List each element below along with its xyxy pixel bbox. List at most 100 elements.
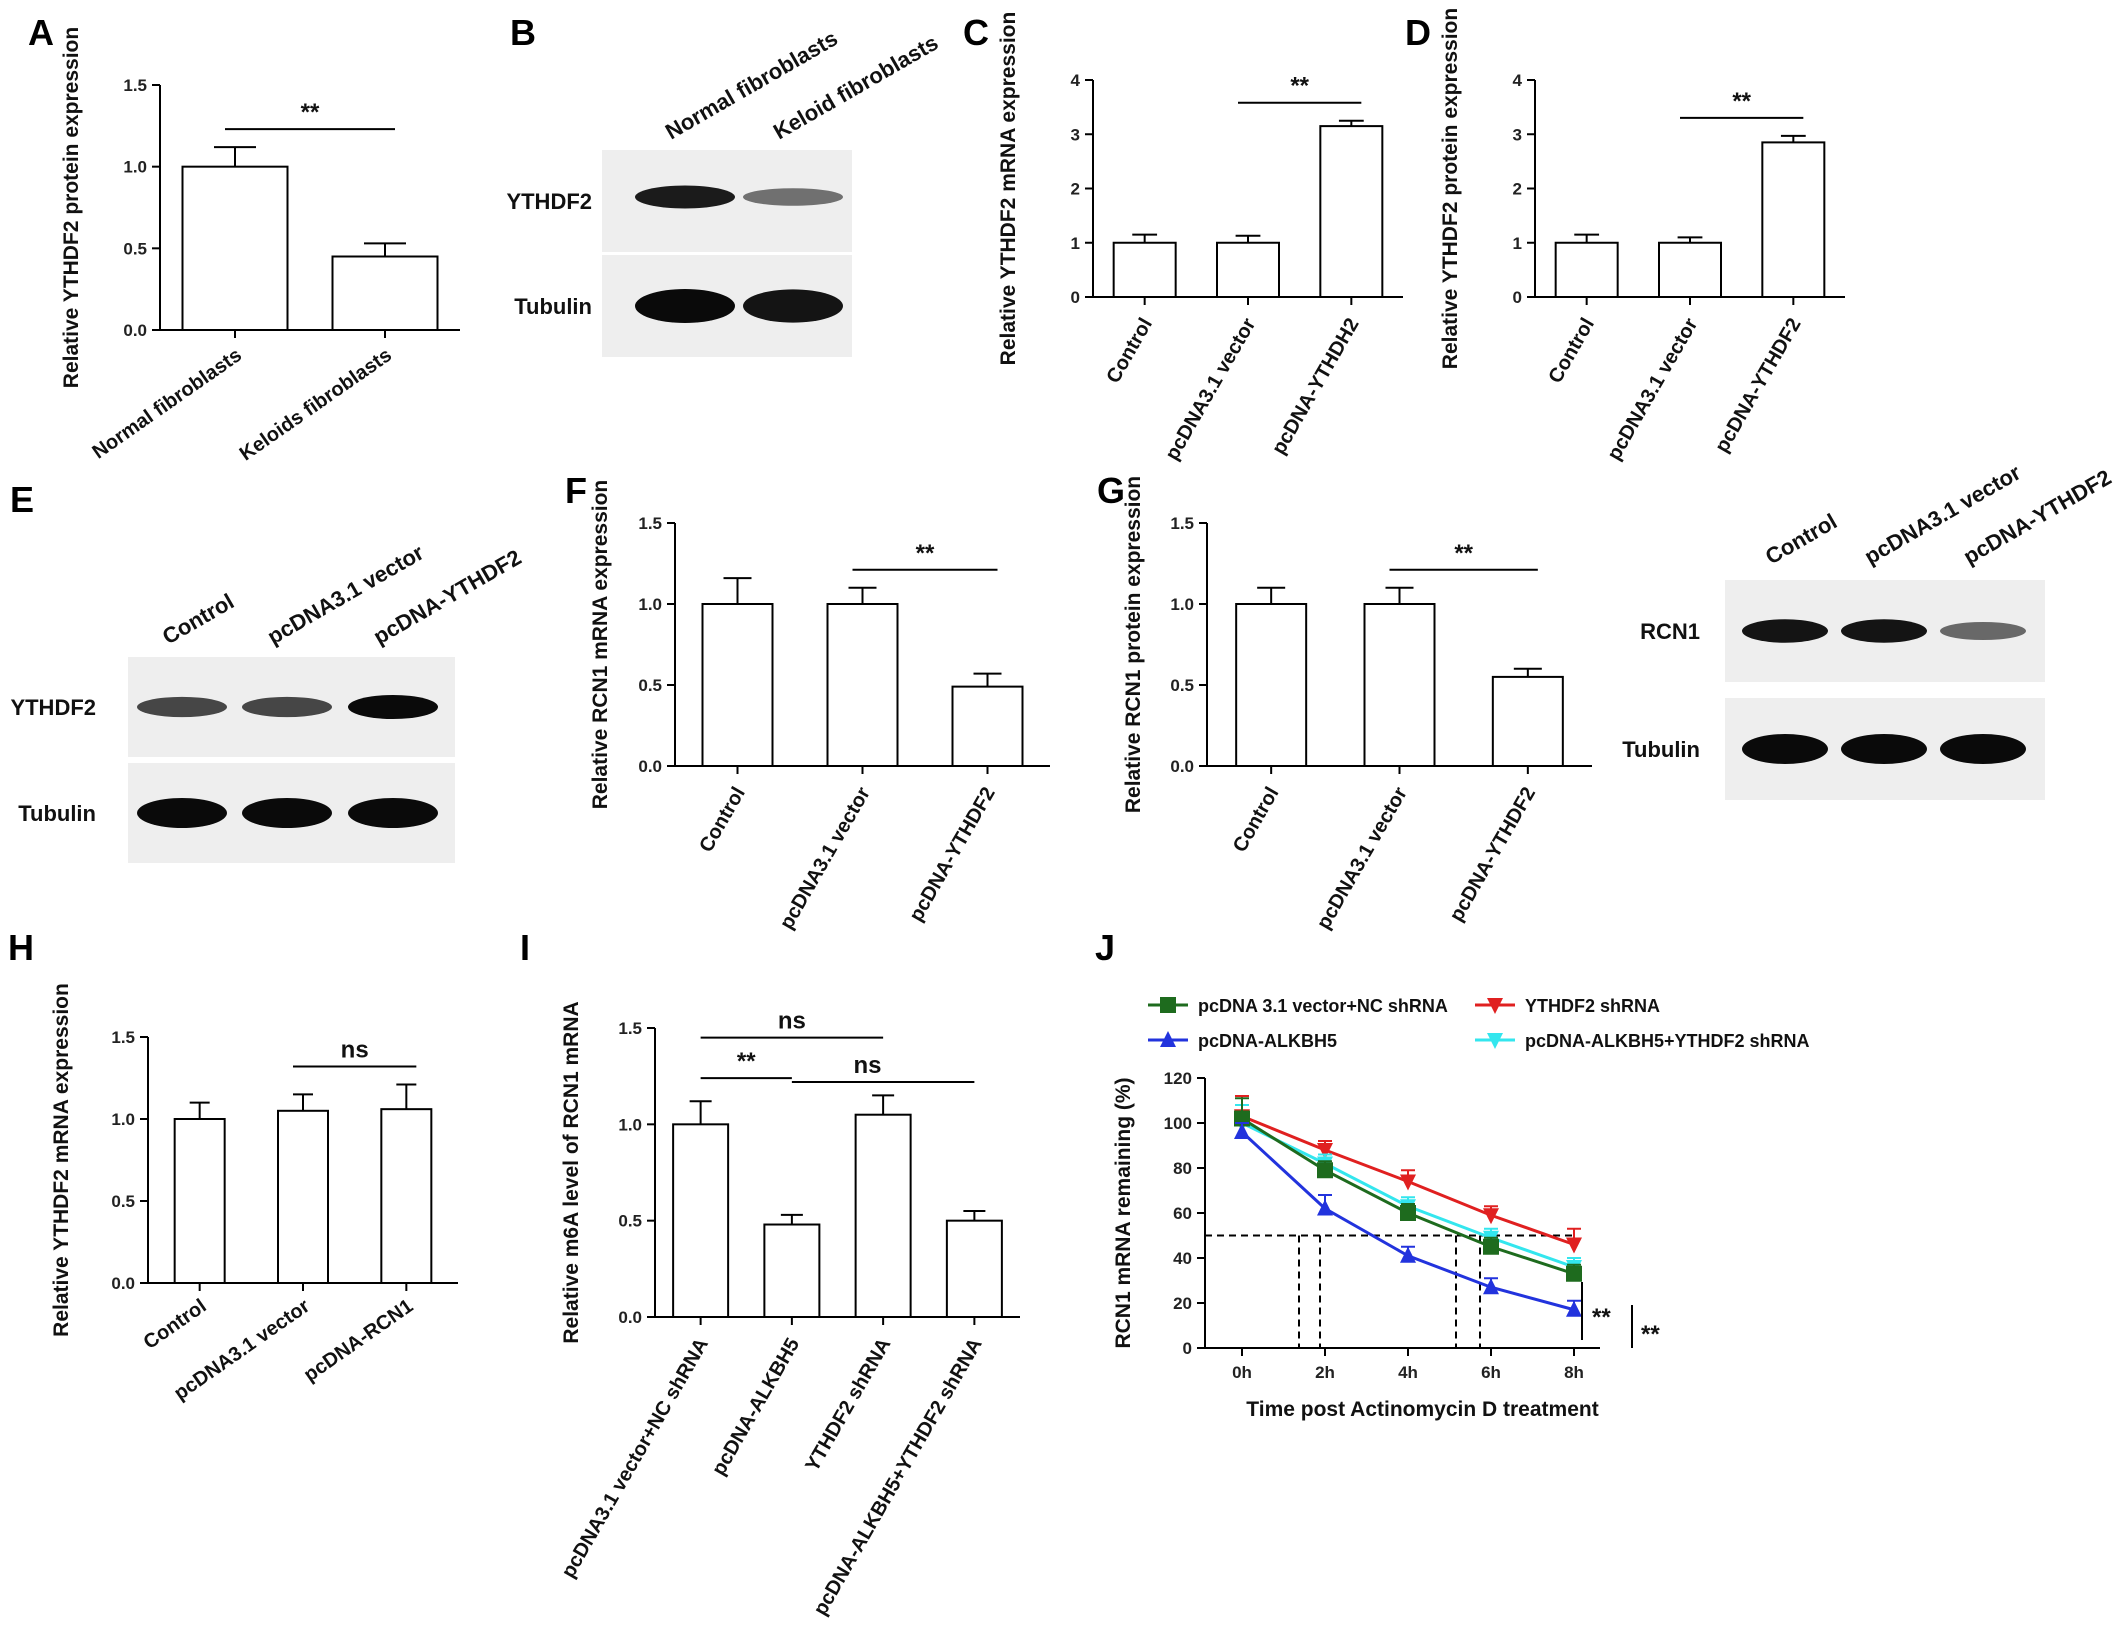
category-label: pcDNA-RCN1 <box>300 1295 417 1386</box>
y-tick-label: 0.0 <box>111 1274 135 1293</box>
y-tick-label: 0.0 <box>638 757 662 776</box>
panel-label: E <box>10 479 34 520</box>
category-label: Control <box>1544 315 1599 388</box>
category-label: pcDNA3.1 vector <box>1161 314 1260 464</box>
y-tick-label: 1.0 <box>638 595 662 614</box>
y-tick-label: 0.5 <box>618 1212 642 1231</box>
marker-square <box>1160 997 1176 1013</box>
blot-band <box>1742 734 1828 764</box>
blot-row-label: YTHDF2 <box>10 695 96 720</box>
category-label: Control <box>140 1295 211 1354</box>
blot-lane-label: Control <box>1761 509 1841 570</box>
blot-band <box>137 696 227 718</box>
marker-square <box>1317 1162 1333 1179</box>
y-axis-label: RCN1 mRNA remaining (%) <box>1112 1077 1135 1348</box>
marker-triangle-up <box>1483 1278 1499 1295</box>
bar <box>173 1118 226 1284</box>
significance-label: ** <box>916 540 935 567</box>
y-tick-label: 4 <box>1071 71 1081 90</box>
y-tick-label: 20 <box>1173 1294 1192 1313</box>
blot-band <box>348 798 438 828</box>
y-tick-label: 1.5 <box>1170 514 1194 533</box>
marker-square <box>1483 1238 1499 1255</box>
y-tick-label: 3 <box>1071 125 1080 144</box>
x-tick-label: 6h <box>1481 1363 1501 1382</box>
bar <box>951 685 1024 767</box>
blot-lane-label: pcDNA3.1 vector <box>1860 459 2025 569</box>
blot-band <box>743 188 843 206</box>
marker-triangle-up <box>1317 1199 1333 1216</box>
blot-lane-label: Control <box>158 589 238 650</box>
y-tick-label: 3 <box>1513 125 1522 144</box>
x-tick-label: 2h <box>1315 1363 1335 1382</box>
y-tick-label: 120 <box>1164 1069 1192 1088</box>
y-axis-label: Relative RCN1 protein expression <box>1122 476 1145 813</box>
y-tick-label: 1 <box>1071 234 1080 253</box>
y-tick-label: 40 <box>1173 1249 1192 1268</box>
category-label: YTHDF2 shRNA <box>801 1335 895 1476</box>
y-tick-label: 0 <box>1513 288 1522 307</box>
bar <box>1554 241 1619 298</box>
bar <box>763 1223 821 1319</box>
marker-triangle-down <box>1487 1033 1503 1049</box>
significance-label: ** <box>1454 540 1473 567</box>
panel-label: C <box>963 12 989 53</box>
bar <box>1216 241 1280 298</box>
y-axis-label: Relative RCN1 mRNA expression <box>589 480 612 810</box>
bar <box>277 1109 329 1285</box>
y-axis-label: Relative YTHDF2 protein expression <box>1439 8 1462 369</box>
category-label: pcDNA3.1 vector+NC shRNA <box>557 1335 712 1582</box>
y-tick-label: 0.0 <box>1170 757 1194 776</box>
marker-square <box>1566 1265 1582 1282</box>
significance-label: ** <box>1290 73 1309 100</box>
blot-band <box>242 696 332 718</box>
significance-label: ** <box>1592 1304 1611 1331</box>
marker-triangle-down <box>1317 1143 1333 1159</box>
category-label: pcDNA-YTHDF2 <box>1446 784 1541 926</box>
panel-label: I <box>520 927 530 968</box>
y-tick-label: 1.5 <box>638 514 662 533</box>
chart-f: F 0.0 0.5 1.0 1.5 Relative RCN1 mRNA expressi… <box>565 470 1050 933</box>
y-tick-label: 2 <box>1513 180 1522 199</box>
bar <box>380 1108 433 1285</box>
category-label: Control <box>695 784 750 857</box>
marker-triangle-up <box>1566 1300 1582 1317</box>
blot-band <box>137 798 227 828</box>
bar <box>1235 603 1308 767</box>
y-tick-label: 1 <box>1513 234 1522 253</box>
bar <box>826 603 899 767</box>
bar <box>1658 241 1722 298</box>
legend: pcDNA 3.1 vector+NC shRNA YTHDF2 shRNA pcD… <box>1148 996 1810 1051</box>
y-tick-label: 4 <box>1513 71 1523 90</box>
y-tick-label: 0.0 <box>123 321 147 340</box>
blot-band <box>743 289 843 323</box>
y-tick-label: 0.5 <box>638 676 662 695</box>
marker-triangle-down <box>1483 1208 1499 1225</box>
y-tick-label: 0.5 <box>1170 676 1194 695</box>
significance-label: ns <box>341 1037 369 1064</box>
bar <box>672 1123 730 1319</box>
category-label: Control <box>1229 784 1284 857</box>
y-tick-label: 1.5 <box>111 1028 135 1047</box>
blot-row-label: Tubulin <box>18 801 96 826</box>
legend-label: YTHDF2 shRNA <box>1525 996 1660 1016</box>
chart-h: H 0.0 0.5 1.0 1.5 Relative YTHDF2 mRNA expres… <box>8 927 458 1405</box>
y-tick-label: 0.5 <box>111 1192 135 1211</box>
y-axis-label: Relative YTHDF2 mRNA expression <box>997 12 1020 366</box>
category-label: Normal fibroblasts <box>89 344 246 463</box>
bar <box>181 165 289 331</box>
bar <box>854 1113 912 1318</box>
category-label: Control <box>1102 315 1157 388</box>
y-tick-label: 1.5 <box>618 1019 642 1038</box>
significance-label: ns <box>853 1052 881 1079</box>
category-label: Keloids fibroblasts <box>236 344 396 465</box>
blot-band <box>348 695 438 719</box>
blot-band <box>242 798 332 828</box>
marker-triangle-down <box>1487 998 1503 1014</box>
panel-label: F <box>565 470 587 511</box>
bar <box>1112 241 1177 298</box>
chart-g: G 0.0 0.5 1.0 1.5 Relative RCN1 protein expre… <box>1097 470 1592 933</box>
